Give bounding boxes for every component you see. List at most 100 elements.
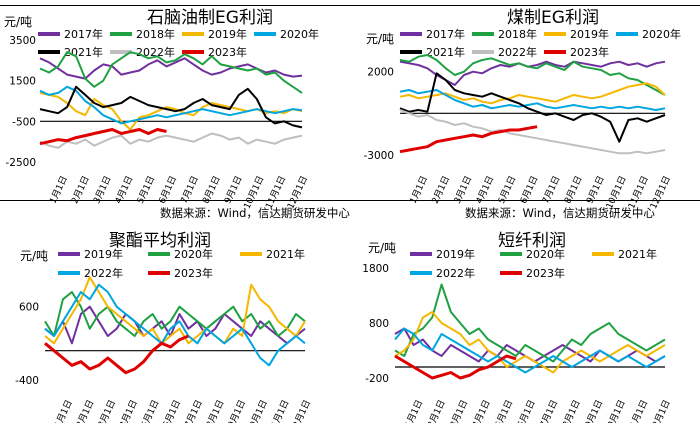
series-line-2021年 [399, 72, 666, 143]
legend-label: 2020年 [526, 247, 565, 261]
x-tick-label: 1月1日 [403, 398, 425, 423]
series-line-2021年 [394, 311, 666, 374]
y-tick-label: -500 [12, 116, 36, 128]
x-tick-label: 6月1日 [518, 174, 540, 205]
chart-title: 煤制EG利润 [507, 8, 599, 28]
legend-label: 2023年 [208, 45, 247, 59]
x-tick-label: 2月1日 [69, 174, 91, 205]
y-tick-label: -200 [365, 373, 389, 385]
series-line-2022年 [39, 132, 303, 149]
series-line-2021年 [44, 276, 306, 345]
series-line-2023年 [399, 125, 538, 154]
series-line-2018年 [39, 51, 303, 94]
x-tick-label: 11月1日 [626, 174, 651, 211]
y-axis-label: 元/吨 [368, 241, 396, 255]
x-tick-label: 9月1日 [584, 174, 606, 205]
series-line-2023年 [394, 354, 517, 380]
legend-label: 2023年 [526, 266, 565, 280]
y-axis-label: 元/吨 [20, 249, 48, 263]
series-line-2023年 [44, 334, 189, 375]
y-tick-label: 1800 [362, 263, 389, 275]
y-tick-label: 2000 [367, 67, 394, 79]
series-line-2019年 [399, 82, 666, 105]
series-line-2023年 [39, 128, 167, 146]
y-axis-label: 元/吨 [366, 32, 394, 46]
chart-title: 聚酯平均利润 [109, 231, 211, 251]
x-tick-label: 10月1日 [242, 174, 267, 211]
x-tick-label: 3月1日 [448, 398, 470, 423]
chart-title: 石脑油制EG利润 [147, 8, 273, 28]
x-tick-label: 6月1日 [515, 398, 537, 423]
legend-label: 2023年 [174, 266, 213, 280]
x-tick-label: 5月1日 [493, 398, 515, 423]
legend-label: 2022年 [84, 266, 123, 280]
x-tick-label: 8月1日 [562, 174, 584, 205]
x-tick-label: 1月1日 [408, 174, 430, 205]
x-tick-label: 4月1日 [113, 174, 135, 205]
legend-label: 2021年 [266, 247, 305, 261]
x-tick-label: 3月1日 [91, 174, 113, 205]
x-tick-label: 11月1日 [267, 398, 292, 423]
source-note-right: 数据来源：Wind，信达期货研发中心 [465, 206, 655, 220]
panel-divider-middle [0, 200, 700, 201]
y-axis-label: 元/吨 [4, 15, 32, 29]
legend-label: 2022年 [436, 266, 475, 280]
x-tick-label: 9月1日 [583, 398, 605, 423]
legend-label: 2017年 [426, 27, 465, 41]
x-tick-label: 5月1日 [135, 174, 157, 205]
x-tick-label: 12月1日 [648, 398, 673, 423]
x-tick-label: 2月1日 [430, 174, 452, 205]
x-tick-label: 12月1日 [285, 174, 310, 211]
series-line-2018年 [399, 54, 666, 96]
y-tick-label: -3000 [363, 150, 394, 162]
x-tick-label: 7月1日 [179, 174, 201, 205]
x-tick-label: 8月1日 [204, 398, 226, 423]
x-tick-label: 3月1日 [452, 174, 474, 205]
series-line-2017年 [399, 60, 666, 86]
x-tick-label: 8月1日 [200, 174, 222, 205]
x-tick-label: 3月1日 [96, 398, 118, 423]
series-line-2021年 [39, 85, 303, 129]
chart-title: 短纤利润 [498, 231, 566, 251]
legend-label: 2019年 [208, 27, 247, 41]
series-line-2020年 [39, 85, 303, 125]
legend-label: 2021年 [64, 45, 103, 59]
series-line-2020年 [399, 89, 666, 111]
x-tick-label: 2月1日 [425, 398, 447, 423]
x-tick-label: 7月1日 [182, 398, 204, 423]
x-tick-label: 10月1日 [245, 398, 270, 423]
legend-label: 2017年 [64, 27, 103, 41]
legend-label: 2020年 [280, 27, 319, 41]
x-tick-label: 8月1日 [560, 398, 582, 423]
legend-label: 2023年 [570, 45, 609, 59]
x-tick-label: 5月1日 [496, 174, 518, 205]
x-tick-label: 7月1日 [540, 174, 562, 205]
legend-label: 2018年 [498, 27, 537, 41]
legend-label: 2019年 [84, 247, 123, 261]
legend-label: 2021年 [618, 247, 657, 261]
y-tick-label: 800 [369, 318, 389, 330]
y-tick-label: 1500 [9, 76, 36, 88]
x-tick-label: 4月1日 [117, 398, 139, 423]
series-line-2022年 [399, 109, 666, 155]
x-tick-label: 7月1日 [538, 398, 560, 423]
x-tick-label: 6月1日 [161, 398, 183, 423]
x-tick-label: 9月1日 [222, 174, 244, 205]
legend-label: 2020年 [642, 27, 681, 41]
series-line-2022年 [44, 283, 306, 367]
x-tick-label: 10月1日 [603, 398, 628, 423]
x-tick-label: 12月1日 [648, 174, 673, 211]
series-line-2020年 [44, 291, 306, 337]
legend-label: 2019年 [570, 27, 609, 41]
y-tick-label: 600 [19, 302, 39, 314]
x-tick-label: 10月1日 [604, 174, 629, 211]
legend-label: 2021年 [426, 45, 465, 59]
x-tick-label: 1月1日 [48, 174, 70, 205]
x-tick-label: 2月1日 [74, 398, 96, 423]
x-tick-label: 11月1日 [263, 174, 288, 211]
y-tick-label: 3500 [9, 35, 36, 47]
x-tick-label: 6月1日 [157, 174, 179, 205]
x-tick-label: 1月1日 [52, 398, 74, 423]
